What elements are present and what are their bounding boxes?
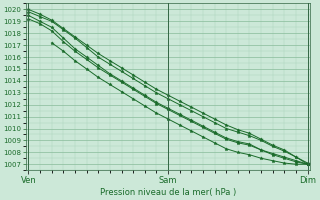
X-axis label: Pression niveau de la mer( hPa ): Pression niveau de la mer( hPa ) xyxy=(100,188,236,197)
